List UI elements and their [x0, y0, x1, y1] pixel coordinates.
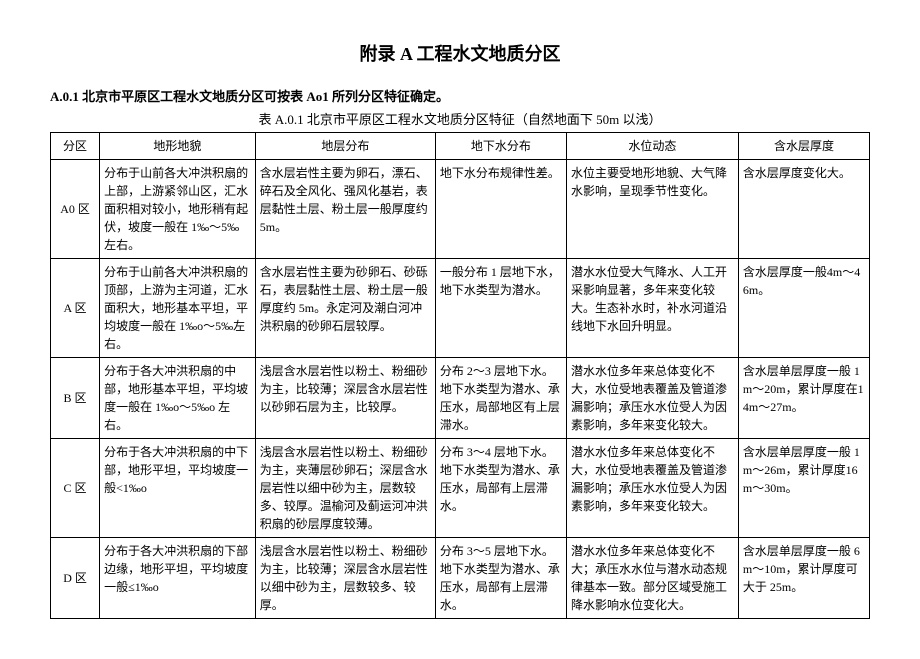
table-caption: 表 A.0.1 北京市平原区工程水文地质分区特征（自然地面下 50m 以浅）	[50, 109, 870, 128]
cell-groundwater: 地下水分布规律性差。	[435, 160, 566, 259]
cell-waterlevel: 潜水水位受大气降水、人工开采影响显著，多年来变化较大。生态补水时，补水河道沿线地…	[566, 259, 738, 358]
cell-zone: A0 区	[51, 160, 100, 259]
cell-zone: B 区	[51, 358, 100, 439]
table-body: A0 区 分布于山前各大冲洪积扇的上部，上游紧邻山区，汇水面积相对较小，地形稍有…	[51, 160, 870, 619]
cell-landform: 分布于山前各大冲洪积扇的上部，上游紧邻山区，汇水面积相对较小，地形稍有起伏，坡度…	[100, 160, 256, 259]
table-row: A0 区 分布于山前各大冲洪积扇的上部，上游紧邻山区，汇水面积相对较小，地形稍有…	[51, 160, 870, 259]
cell-groundwater: 分布 3～4 层地下水。地下水类型为潜水、承压水，局部有上层滞水。	[435, 439, 566, 538]
cell-thickness: 含水层单层厚度一般 1m～26m，累计厚度16m～30m。	[738, 439, 869, 538]
cell-zone: A 区	[51, 259, 100, 358]
cell-waterlevel: 潜水水位多年来总体变化不大，水位受地表覆盖及管道渗漏影响；承压水水位受人为因素影…	[566, 439, 738, 538]
cell-zone: D 区	[51, 538, 100, 619]
cell-waterlevel: 潜水水位多年来总体变化不大；承压水水位与潜水动态规律基本一致。部分区域受施工降水…	[566, 538, 738, 619]
table-header-row: 分区 地形地貌 地层分布 地下水分布 水位动态 含水层厚度	[51, 133, 870, 160]
cell-landform: 分布于山前各大冲洪积扇的顶部，上游为主河道，汇水面积大，地形基本平坦，平均坡度一…	[100, 259, 256, 358]
zoning-table: 分区 地形地貌 地层分布 地下水分布 水位动态 含水层厚度 A0 区 分布于山前…	[50, 132, 870, 619]
cell-thickness: 含水层单层厚度一般 6m～10m，累计厚度可大于 25m。	[738, 538, 869, 619]
header-landform: 地形地貌	[100, 133, 256, 160]
cell-thickness: 含水层单层厚度一般 1m～20m，累计厚度在14m～27m。	[738, 358, 869, 439]
cell-strata: 浅层含水层岩性以粉土、粉细砂为主，夹薄层砂卵石；深层含水层岩性以细中砂为主，层数…	[255, 439, 435, 538]
cell-landform: 分布于各大冲洪积扇的中部，地形基本平坦，平均坡度一般在 1‰o～5‰o 左右。	[100, 358, 256, 439]
cell-groundwater: 一般分布 1 层地下水，地下水类型为潜水。	[435, 259, 566, 358]
cell-strata: 浅层含水层岩性以粉土、粉细砂为主，比较薄；深层含水层岩性以砂卵石层为主，比较厚。	[255, 358, 435, 439]
header-zone: 分区	[51, 133, 100, 160]
cell-thickness: 含水层厚度变化大。	[738, 160, 869, 259]
intro-text: A.0.1 北京市平原区工程水文地质分区可按表 Ao1 所列分区特征确定。	[50, 86, 870, 105]
cell-landform: 分布于各大冲洪积扇的中下部，地形平坦，平均坡度一般<1‰o	[100, 439, 256, 538]
cell-landform: 分布于各大冲洪积扇的下部边缘，地形平坦，平均坡度一般≤1‰o	[100, 538, 256, 619]
table-row: C 区 分布于各大冲洪积扇的中下部，地形平坦，平均坡度一般<1‰o 浅层含水层岩…	[51, 439, 870, 538]
table-row: A 区 分布于山前各大冲洪积扇的顶部，上游为主河道，汇水面积大，地形基本平坦，平…	[51, 259, 870, 358]
header-strata: 地层分布	[255, 133, 435, 160]
cell-strata: 含水层岩性主要为砂卵石、砂砾石，表层黏性土层、粉土层一般厚度约 5m。永定河及潮…	[255, 259, 435, 358]
header-groundwater: 地下水分布	[435, 133, 566, 160]
table-row: B 区 分布于各大冲洪积扇的中部，地形基本平坦，平均坡度一般在 1‰o～5‰o …	[51, 358, 870, 439]
cell-groundwater: 分布 3～5 层地下水。地下水类型为潜水、承压水，局部有上层滞水。	[435, 538, 566, 619]
cell-waterlevel: 水位主要受地形地貌、大气降水影响，呈现季节性变化。	[566, 160, 738, 259]
cell-strata: 浅层含水层岩性以粉土、粉细砂为主，比较薄；深层含水层岩性以细中砂为主，层数较多、…	[255, 538, 435, 619]
cell-zone: C 区	[51, 439, 100, 538]
cell-groundwater: 分布 2～3 层地下水。地下水类型为潜水、承压水，局部地区有上层滞水。	[435, 358, 566, 439]
header-thickness: 含水层厚度	[738, 133, 869, 160]
header-waterlevel: 水位动态	[566, 133, 738, 160]
page-title: 附录 A 工程水文地质分区	[50, 40, 870, 66]
cell-strata: 含水层岩性主要为卵石，漂石、碎石及全风化、强风化基岩，表层黏性土层、粉土层一般厚…	[255, 160, 435, 259]
cell-waterlevel: 潜水水位多年来总体变化不大，水位受地表覆盖及管道渗漏影响；承压水水位受人为因素影…	[566, 358, 738, 439]
cell-thickness: 含水层厚度一般4m～46m。	[738, 259, 869, 358]
table-row: D 区 分布于各大冲洪积扇的下部边缘，地形平坦，平均坡度一般≤1‰o 浅层含水层…	[51, 538, 870, 619]
